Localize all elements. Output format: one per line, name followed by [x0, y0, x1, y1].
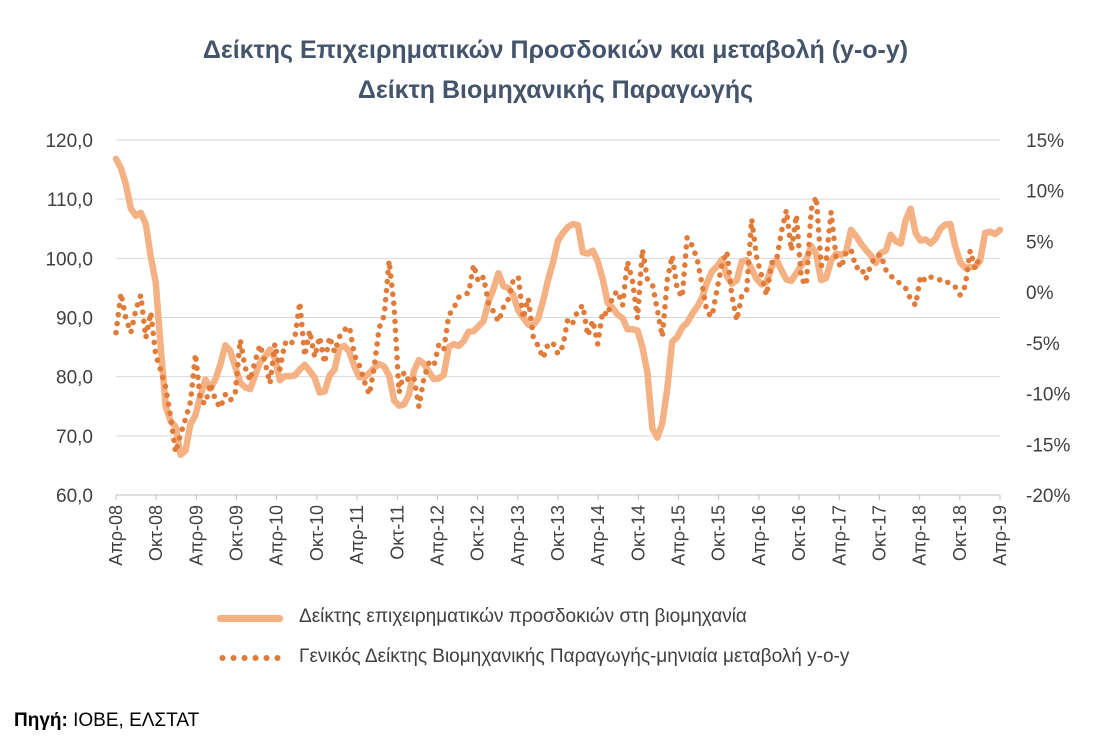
chart-title-line-1: Δείκτης Επιχειρηματικών Προσδοκιών και μ…	[202, 36, 909, 64]
legend-swatch-dotted-line	[217, 655, 283, 661]
y-right-tick-label: -20%	[1026, 486, 1070, 507]
y-left-tick-label: 90,0	[56, 309, 93, 330]
y-right-tick-label: -15%	[1026, 435, 1070, 456]
y-right-tick-label: 10%	[1026, 182, 1064, 203]
x-tick-label: Απρ-12	[427, 505, 447, 566]
source-label: Πηγή:	[14, 710, 68, 731]
y-left-tick-label: 110,0	[47, 190, 93, 211]
source-text: IOBE, ΕΛΣΤΑΤ	[73, 710, 200, 731]
y-left-tick-label: 70,0	[56, 427, 93, 448]
chart-subtitle: Δείκτη Βιομηχανικής Παραγωγής	[357, 76, 754, 104]
y-left-tick-label: 120,0	[45, 131, 93, 152]
legend-swatch-solid-line	[217, 615, 283, 622]
x-tick-label: Οκτ-12	[468, 505, 488, 561]
x-tick-label: Απρ-11	[347, 505, 367, 564]
x-tick-label: Οκτ-09	[227, 505, 247, 561]
x-tick-label: Απρ-09	[186, 505, 206, 566]
x-tick-label: Οκτ-17	[869, 505, 889, 561]
x-tick-label: Απρ-19	[990, 505, 1010, 566]
x-tick-label: Απρ-08	[106, 505, 126, 566]
y-right-tick-label: 0%	[1026, 283, 1054, 304]
y-left-tick-label: 100,0	[45, 249, 93, 270]
x-tick-label: Απρ-18	[910, 505, 930, 566]
y-right-tick-label: -10%	[1026, 385, 1070, 406]
y-right-tick-label: -5%	[1026, 334, 1060, 355]
source-note: Πηγή: IOBE, ΕΛΣΤΑΤ	[14, 710, 199, 732]
series-business-confidence-line	[112, 155, 1004, 459]
x-tick-label: Απρ-16	[749, 505, 769, 566]
x-tick-label: Απρ-15	[669, 505, 689, 566]
y-left-tick-label: 80,0	[56, 368, 93, 389]
x-tick-label: Οκτ-13	[548, 505, 568, 561]
x-tick-label: Οκτ-18	[950, 505, 970, 561]
x-tick-label: Οκτ-08	[146, 505, 166, 561]
x-tick-label: Απρ-14	[588, 505, 608, 566]
x-tick-label: Οκτ-11	[387, 505, 407, 560]
x-tick-label: Οκτ-16	[789, 505, 809, 561]
legend-label-confidence: Δείκτης επιχειρηματικών προσδοκιών στη β…	[299, 606, 747, 627]
x-tick-label: Οκτ-10	[307, 505, 327, 561]
legend-label-production: Γενικός Δείκτης Βιομηχανικής Παραγωγής-μ…	[299, 646, 850, 667]
x-tick-label: Οκτ-14	[628, 505, 648, 561]
series-production-yoy-line	[113, 194, 983, 456]
y-right-tick-label: 5%	[1026, 232, 1054, 253]
x-tick-label: Οκτ-15	[709, 505, 729, 561]
x-tick-label: Απρ-13	[508, 505, 528, 566]
y-right-tick-label: 15%	[1026, 131, 1064, 152]
chart-title: Δείκτης Επιχειρηματικών Προσδοκιών και μ…	[0, 30, 1111, 110]
x-tick-label: Απρ-10	[267, 505, 287, 566]
y-left-tick-label: 60,0	[56, 486, 93, 507]
x-tick-label: Απρ-17	[829, 505, 849, 566]
